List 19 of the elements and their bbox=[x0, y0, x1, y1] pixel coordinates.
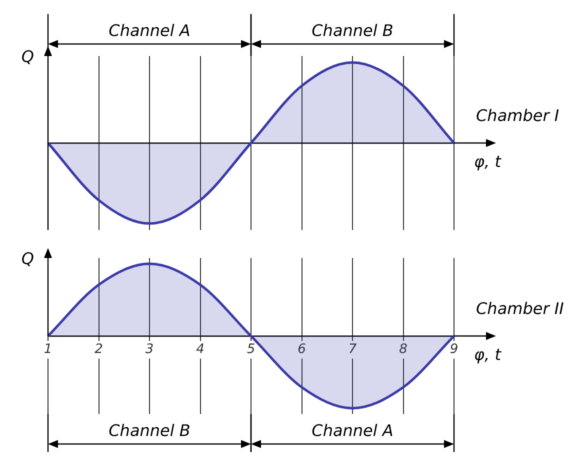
x-axis-title: φ, t bbox=[474, 152, 502, 172]
x-tick-label: 6 bbox=[298, 342, 306, 358]
text: Channel B bbox=[312, 21, 394, 40]
text: Chamber I bbox=[476, 106, 560, 126]
x-tick-label: 1 bbox=[44, 342, 52, 358]
text: Chamber II bbox=[476, 299, 564, 318]
x-tick-label: 5 bbox=[246, 342, 256, 358]
x-axis-title: φ, t bbox=[474, 345, 502, 364]
x-tick-label: 4 bbox=[196, 342, 204, 358]
x-tick-label: 7 bbox=[348, 342, 358, 358]
y-axis-title: Q bbox=[21, 249, 34, 268]
x-tick-label: 3 bbox=[145, 342, 154, 358]
y-axis-title: Q bbox=[21, 47, 34, 66]
x-tick-label: 8 bbox=[399, 342, 408, 358]
x-tick-label: 2 bbox=[94, 342, 103, 358]
text: Channel B bbox=[108, 421, 190, 440]
text: Channel A bbox=[312, 421, 394, 440]
x-tick-label: 9 bbox=[450, 342, 458, 358]
text: Channel A bbox=[108, 21, 190, 40]
